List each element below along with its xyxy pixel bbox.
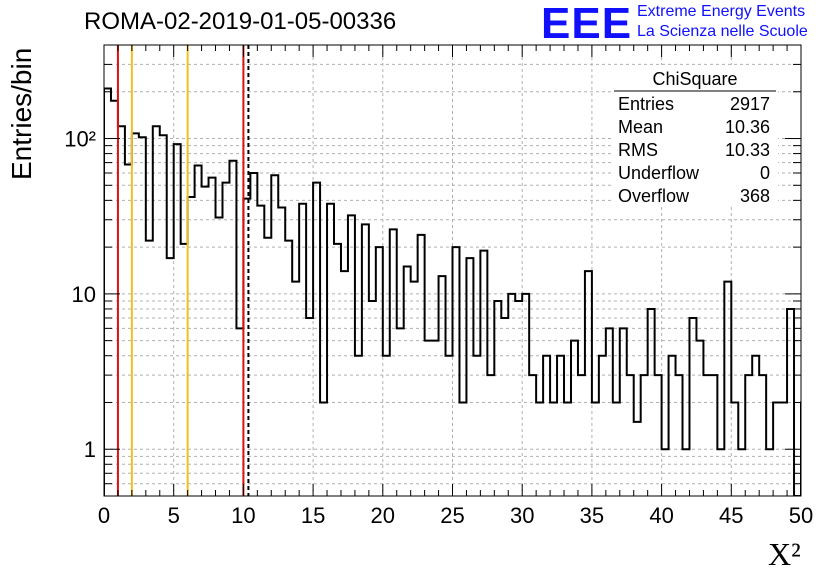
x-tick-label: 35 (580, 503, 604, 528)
stats-value: 10.36 (725, 117, 770, 137)
stats-value: 368 (740, 186, 770, 206)
stats-label: Entries (618, 94, 674, 114)
histogram-bars (104, 87, 801, 496)
x-tick-label: 20 (371, 503, 395, 528)
stats-label: Overflow (618, 186, 690, 206)
x-axis-label: X² (768, 536, 801, 572)
y-tick-label: 1 (84, 437, 96, 462)
plot-title: ROMA-02-2019-01-05-00336 (84, 8, 397, 35)
stats-box (612, 65, 778, 205)
x-tick-label: 10 (231, 503, 255, 528)
stats-label: RMS (618, 140, 658, 160)
x-tick-label: 0 (98, 503, 110, 528)
logo-caption-line2: La Scienza nelle Scuole (637, 23, 808, 40)
x-tick-label: 50 (789, 503, 813, 528)
y-tick-label: 10 (72, 282, 96, 307)
stats-value: 0 (760, 163, 770, 183)
x-tick-label: 30 (510, 503, 534, 528)
stats-title: ChiSquare (652, 69, 737, 89)
y-tick-label: 10² (64, 127, 96, 152)
stats-value: 10.33 (725, 140, 770, 160)
x-tick-label: 5 (168, 503, 180, 528)
stats-label: Mean (618, 117, 663, 137)
x-tick-label: 25 (440, 503, 464, 528)
x-tick-label: 45 (719, 503, 743, 528)
logo-caption-line1: Extreme Energy Events (637, 3, 806, 20)
x-tick-label: 40 (649, 503, 673, 528)
stats-label: Underflow (618, 163, 700, 183)
eee-logo: EEE (541, 0, 633, 48)
stats-value: 2917 (730, 94, 770, 114)
x-tick-label: 15 (301, 503, 325, 528)
